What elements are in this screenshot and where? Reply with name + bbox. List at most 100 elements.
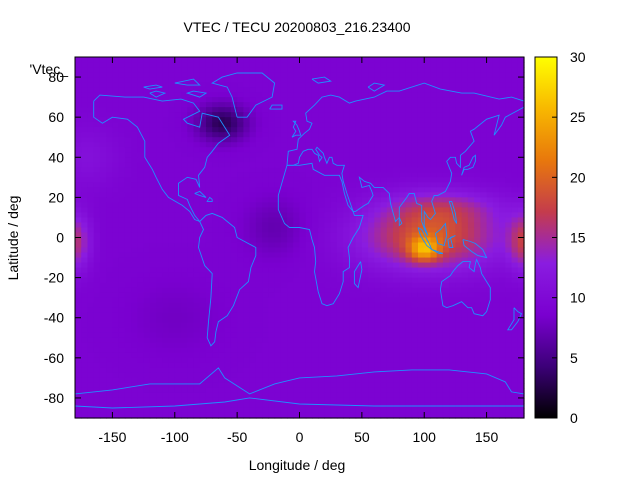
heatmap-cell [287,352,294,359]
heatmap-cell [181,317,188,324]
heatmap-cell [399,67,407,73]
heatmap-cell [305,337,313,344]
heatmap-cell [224,327,232,334]
heatmap-cell [361,77,369,83]
heatmap-cell [205,292,213,299]
heatmap-cell [156,122,163,128]
heatmap-cell [280,87,288,93]
heatmap-cell [124,337,132,344]
heatmap-cell [411,102,419,108]
heatmap-cell [81,387,89,394]
heatmap-cell [399,297,407,304]
heatmap-cell [324,62,332,68]
heatmap-cell [436,217,444,224]
heatmap-cell [449,182,457,188]
heatmap-cell [330,337,338,344]
heatmap-cell [243,137,251,143]
heatmap-cell [199,137,207,143]
heatmap-cell [492,137,500,143]
heatmap-cell [411,222,419,229]
heatmap-cell [81,337,89,344]
heatmap-cell [174,72,182,78]
heatmap-cell [99,342,107,349]
heatmap-cell [480,312,488,319]
heatmap-cell [499,372,506,379]
heatmap-cell [249,392,257,399]
heatmap-cell [299,207,307,214]
heatmap-cell [193,157,201,163]
heatmap-cell [287,132,294,138]
heatmap-cell [474,362,481,369]
heatmap-cell [99,82,107,88]
heatmap-cell [137,327,145,334]
heatmap-cell [156,392,163,399]
heatmap-cell [255,117,263,123]
heatmap-cell [467,242,475,249]
heatmap-cell [287,67,294,73]
heatmap-cell [174,217,182,224]
heatmap-cell [274,367,282,374]
heatmap-cell [99,207,107,214]
heatmap-cell [411,267,419,274]
heatmap-cell [299,57,307,63]
heatmap-cell [131,377,138,384]
heatmap-cell [486,382,494,389]
heatmap-cell [417,142,425,148]
heatmap-cell [361,307,369,314]
heatmap-cell [243,72,251,78]
heatmap-cell [124,317,132,324]
heatmap-cell [467,342,475,349]
heatmap-cell [168,162,176,168]
heatmap-cell [75,77,82,83]
heatmap-cell [187,242,195,249]
heatmap-cell [87,197,95,203]
heatmap-cell [99,397,107,404]
heatmap-cell [517,307,525,314]
heatmap-cell [230,97,238,103]
heatmap-cell [299,372,307,379]
heatmap-cell [243,387,251,394]
heatmap-cell [405,222,413,229]
heatmap-cell [380,322,388,329]
heatmap-cell [492,372,500,379]
heatmap-cell [249,307,257,314]
heatmap-cell [311,142,319,148]
heatmap-cell [205,347,213,354]
heatmap-cell [368,282,375,289]
heatmap-cell [449,117,457,123]
heatmap-cell [436,307,444,314]
heatmap-cell [87,167,95,173]
heatmap-cell [137,182,145,188]
heatmap-cell [274,117,282,123]
heatmap-cell [156,222,163,229]
heatmap-cell [199,402,207,409]
heatmap-cell [124,237,132,244]
heatmap-cell [430,112,438,118]
heatmap-cell [474,192,481,198]
heatmap-cell [517,187,525,193]
heatmap-cell [299,247,307,254]
heatmap-cell [143,132,151,138]
heatmap-cell [505,222,513,229]
heatmap-cell [118,157,126,163]
heatmap-cell [461,72,469,78]
heatmap-cell [193,77,201,83]
heatmap-cell [224,297,232,304]
heatmap-cell [249,302,257,309]
heatmap-cell [318,147,326,153]
heatmap-cell [181,72,188,78]
heatmap-cell [237,357,244,364]
heatmap-cell [81,57,89,63]
heatmap-cell [230,387,238,394]
heatmap-cell [417,282,425,289]
heatmap-cell [355,82,363,88]
heatmap-cell [131,172,138,178]
heatmap-cell [330,272,338,279]
heatmap-cell [336,322,344,329]
heatmap-cell [480,172,488,178]
heatmap-cell [386,337,394,344]
heatmap-cell [205,147,213,153]
heatmap-cell [124,307,132,314]
heatmap-cell [399,92,407,98]
heatmap-cell [393,337,400,344]
